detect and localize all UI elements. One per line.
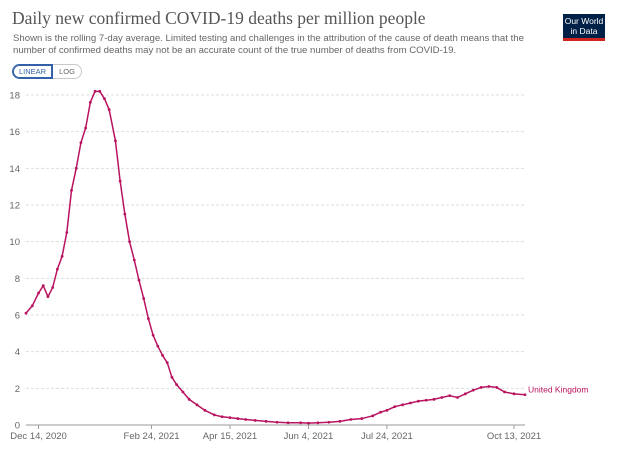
series-line <box>25 90 526 424</box>
data-point <box>416 399 420 403</box>
log-scale-button[interactable]: LOG <box>53 64 82 79</box>
data-point <box>103 97 106 101</box>
x-tick-label: Jun 4, 2021 <box>284 431 334 442</box>
data-point <box>79 141 83 145</box>
data-point <box>132 258 136 262</box>
data-point <box>195 403 199 407</box>
data-point <box>487 385 491 388</box>
data-point <box>379 410 383 414</box>
data-point <box>98 89 102 93</box>
data-point <box>349 418 353 421</box>
data-point <box>503 390 507 394</box>
data-point <box>275 420 279 424</box>
y-tick-label: 8 <box>15 274 20 285</box>
data-point <box>448 394 452 398</box>
x-tick-label: Dec 14, 2020 <box>10 431 67 442</box>
data-point <box>393 405 397 409</box>
data-point <box>74 166 78 170</box>
data-point <box>118 179 122 183</box>
y-tick-label: 14 <box>9 164 20 175</box>
data-point <box>165 361 169 365</box>
owid-logo[interactable]: Our World in Data <box>563 14 605 41</box>
y-tick-label: 12 <box>9 201 20 212</box>
data-point <box>175 383 179 387</box>
data-point <box>151 333 155 337</box>
linear-scale-button[interactable]: LINEAR <box>12 64 54 79</box>
data-point <box>107 108 111 112</box>
data-point <box>456 396 459 399</box>
data-point <box>253 419 257 422</box>
data-point <box>88 100 92 104</box>
data-point <box>432 397 436 401</box>
data-point <box>316 421 320 425</box>
x-tick-label: Oct 13, 2021 <box>487 431 541 442</box>
data-point <box>128 240 131 244</box>
data-point <box>70 188 73 192</box>
data-point <box>424 398 428 402</box>
data-point <box>161 353 164 357</box>
data-point <box>187 397 191 401</box>
data-point <box>146 317 150 321</box>
data-point <box>203 408 207 412</box>
data-point <box>479 386 483 389</box>
data-point <box>51 286 55 289</box>
chart-subtitle: Shown is the rolling 7-day average. Limi… <box>13 33 524 56</box>
x-tick-label: Feb 24, 2021 <box>124 431 180 442</box>
data-point <box>244 418 248 421</box>
data-point <box>371 414 375 418</box>
data-point <box>24 311 28 315</box>
data-point <box>220 415 224 419</box>
data-point <box>264 419 268 423</box>
data-point <box>181 390 185 394</box>
chart-title: Daily new confirmed COVID-19 deaths per … <box>12 8 426 28</box>
data-point <box>523 393 527 397</box>
y-tick-label: 2 <box>15 384 20 395</box>
data-point <box>512 392 516 396</box>
data-point <box>170 375 174 379</box>
data-point <box>286 421 290 425</box>
data-point <box>236 417 240 420</box>
data-point <box>401 403 405 407</box>
data-point <box>212 413 216 417</box>
data-point <box>360 417 364 420</box>
data-point <box>228 416 232 420</box>
data-point <box>114 139 117 143</box>
data-point <box>307 421 310 425</box>
data-point <box>93 89 97 93</box>
data-point <box>55 267 59 271</box>
y-tick-label: 4 <box>15 347 20 358</box>
data-point <box>385 408 389 412</box>
data-point <box>84 126 88 130</box>
x-tick-label: Apr 15, 2021 <box>203 431 257 442</box>
logo-line-1: Our World <box>564 16 604 26</box>
logo-line-2: in Data <box>570 25 598 36</box>
y-tick-label: 0 <box>15 421 20 432</box>
data-point <box>495 386 499 389</box>
y-tick-label: 18 <box>9 91 20 102</box>
data-point <box>440 396 444 399</box>
y-tick-label: 10 <box>9 237 20 248</box>
data-point <box>41 284 45 288</box>
data-point <box>30 304 34 308</box>
data-point <box>46 295 50 299</box>
data-point <box>137 278 141 282</box>
data-point <box>156 344 160 348</box>
series-label: United Kingdom <box>528 385 588 395</box>
x-tick-label: Jul 24, 2021 <box>361 431 413 442</box>
data-point <box>463 392 467 396</box>
data-point <box>37 291 40 295</box>
data-point <box>338 419 342 423</box>
data-point <box>327 420 331 424</box>
data-point <box>123 212 127 216</box>
scale-toggle: LINEAR LOG <box>12 64 82 79</box>
data-point <box>142 297 146 300</box>
y-tick-label: 6 <box>15 311 20 322</box>
data-point <box>299 421 303 425</box>
data-point <box>65 231 69 234</box>
data-point <box>471 388 475 392</box>
data-point <box>60 254 64 258</box>
y-tick-label: 16 <box>9 127 20 138</box>
data-point <box>409 401 412 405</box>
